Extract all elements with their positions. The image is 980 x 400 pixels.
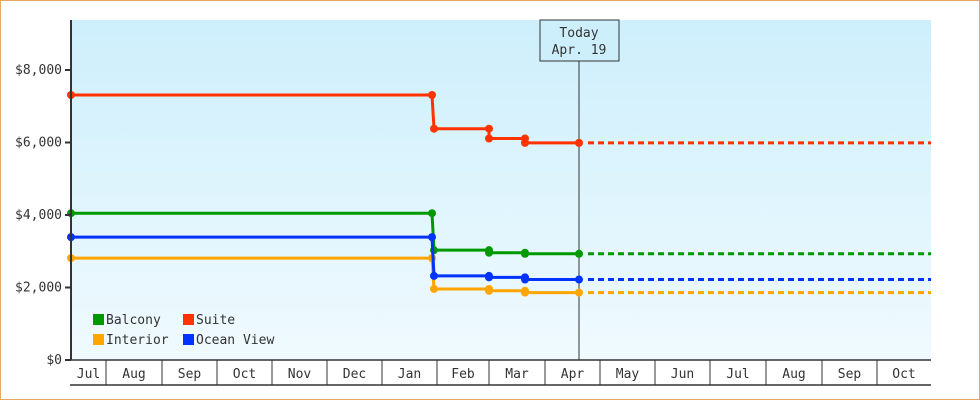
- x-month-label: Apr: [561, 367, 585, 382]
- x-month-label: Nov: [288, 367, 312, 382]
- legend-label: Interior: [106, 333, 169, 348]
- x-month-label: Sep: [838, 367, 862, 382]
- data-point-marker: [575, 288, 583, 297]
- x-month-label: Aug: [122, 367, 145, 382]
- axes: $0 $2,000 $4,000 $6,000 $8,000 Jul Aug Sep Oct No…: [15, 20, 931, 386]
- x-month-label: Sep: [178, 367, 202, 382]
- x-month-label: Jun: [671, 367, 694, 382]
- series-ocean-view: [67, 233, 931, 284]
- legend-item-balcony: Balcony: [93, 313, 161, 328]
- x-month-label: Feb: [451, 367, 475, 382]
- data-point-marker: [430, 271, 438, 280]
- data-point-marker: [428, 233, 436, 242]
- data-point-marker: [521, 275, 529, 284]
- y-tick-label: $8,000: [15, 63, 62, 78]
- data-point-marker: [485, 134, 493, 143]
- data-point-marker: [521, 138, 529, 147]
- data-point-marker: [575, 275, 583, 284]
- data-point-marker: [428, 209, 436, 218]
- data-point-marker: [485, 124, 493, 133]
- legend: Balcony Suite Interior Ocean View: [93, 313, 274, 348]
- legend-label: Balcony: [106, 313, 161, 328]
- x-month-label: Jan: [398, 367, 421, 382]
- x-month-label: Aug: [782, 367, 805, 382]
- data-point-marker: [485, 286, 493, 295]
- legend-label: Suite: [196, 313, 235, 328]
- data-point-marker: [575, 249, 583, 258]
- x-month-label: May: [616, 367, 640, 382]
- x-month-label: Mar: [505, 367, 529, 382]
- legend-swatch: [93, 314, 104, 325]
- today-date: Apr. 19: [552, 43, 607, 58]
- y-tick-label: $6,000: [15, 136, 62, 151]
- data-point-marker: [521, 288, 529, 297]
- x-month-label: Dec: [343, 367, 366, 382]
- legend-item-interior: Interior: [93, 333, 169, 348]
- series-lines: [67, 91, 931, 297]
- data-point-marker: [521, 249, 529, 258]
- y-tick-label: $0: [46, 353, 62, 368]
- today-box: [539, 19, 620, 62]
- x-month-label: Jul: [726, 367, 749, 382]
- x-month-label: Jul: [77, 367, 100, 382]
- legend-swatch: [183, 314, 194, 325]
- today-label: Today: [559, 26, 598, 41]
- data-point-marker: [485, 248, 493, 257]
- plot-area: [71, 20, 931, 360]
- legend-item-ocean-view: Ocean View: [183, 333, 274, 348]
- series-suite: [67, 91, 931, 147]
- legend-label: Ocean View: [196, 333, 274, 348]
- legend-item-suite: Suite: [183, 313, 235, 328]
- data-point-marker: [430, 284, 438, 293]
- data-point-marker: [430, 124, 438, 133]
- data-point-marker: [428, 91, 436, 100]
- x-month-label: Oct: [233, 367, 256, 382]
- legend-swatch: [183, 334, 194, 345]
- x-month-label: Oct: [892, 367, 915, 382]
- legend-swatch: [93, 334, 104, 345]
- today-marker: Today Apr. 19: [539, 19, 620, 360]
- y-tick-label: $2,000: [15, 281, 62, 296]
- data-point-marker: [485, 273, 493, 282]
- data-point-marker: [575, 138, 583, 147]
- y-tick-label: $4,000: [15, 208, 62, 223]
